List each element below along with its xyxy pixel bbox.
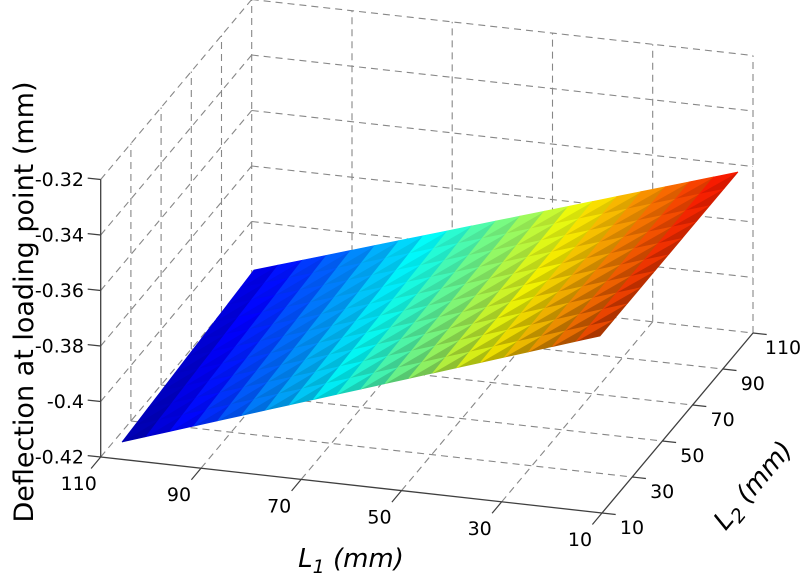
surface-face [675,176,714,199]
z-tick-label: -0.42 [35,447,84,469]
y-tick [722,368,737,372]
surface-face [433,225,472,249]
y-axis-line [601,332,754,514]
rightwall-zgrid [251,0,754,57]
x-tick [391,490,402,503]
x-axis-title: L1 (mm) [298,544,404,578]
z-tick-label: -0.4 [47,391,84,413]
surface-face [506,210,545,234]
surface-face [603,191,642,214]
x-tick [291,479,302,492]
x-axis-line [100,456,603,514]
leftwall-zgrid [100,54,253,236]
surface-face [337,245,376,268]
surface-mesh [121,171,739,443]
surface-face [530,205,569,229]
leftwall-zgrid [100,110,253,291]
surface-face [627,186,666,209]
y-tick [632,476,646,480]
y-tick [692,404,707,408]
surface-face [313,250,351,273]
z-tick-label: -0.36 [35,280,84,302]
rightwall-zgrid [251,54,754,112]
leftwall-zgrid [100,221,253,402]
floor-grid-L1 [501,321,654,503]
z-tick-label: -0.34 [35,225,84,247]
x-tick [90,456,102,469]
surface-face [288,254,327,278]
surface-face [651,181,690,204]
y-tick [601,512,616,516]
x-tick-label: 50 [367,507,391,529]
y-tick-label: 90 [741,373,765,395]
z-axis-title: Deflection at loading point (mm) [9,81,40,522]
leftwall-zgrid [100,165,253,347]
surface-face [361,240,400,263]
surface-face [699,171,739,194]
surface-face [264,259,303,283]
z-tick-label: -0.32 [35,169,84,191]
surface-face [482,215,521,239]
z-tick [87,288,101,292]
y-tick [752,332,767,336]
x-tick [591,512,603,525]
x-tick-label: 30 [468,518,492,540]
y-tick-label: 50 [680,445,704,467]
surface-face [385,235,424,258]
axis-labels: -0.32-0.34-0.36-0.38-0.4-0.4211090705030… [9,81,800,578]
y-tick-label: 110 [765,337,800,359]
y-tick-label: 30 [650,481,674,503]
rightwall-zgrid [251,109,754,168]
leftwall-zgrid [100,0,252,180]
x-tick-label: 110 [61,473,97,495]
surface-face [578,196,618,219]
z-tick-label: -0.38 [35,336,84,358]
x-tick [190,467,202,481]
y-tick-label: 10 [620,517,644,539]
z-tick [87,177,101,181]
surface-face [458,220,497,244]
x-tick [491,501,503,514]
y-axis-title: L2 (mm) [708,436,800,539]
z-tick [87,344,101,347]
axes-lines [87,177,767,525]
surface-face [409,230,448,253]
surface-face [554,201,593,224]
x-tick-label: 90 [167,484,191,506]
z-tick [87,233,101,236]
z-tick [87,455,101,458]
x-tick-label: 10 [568,529,592,551]
y-tick-label: 70 [711,409,735,431]
z-tick [87,399,101,403]
y-tick [662,440,677,444]
floor-grid-L2 [130,420,633,478]
x-tick-label: 70 [267,495,291,517]
surface-face [240,264,279,288]
